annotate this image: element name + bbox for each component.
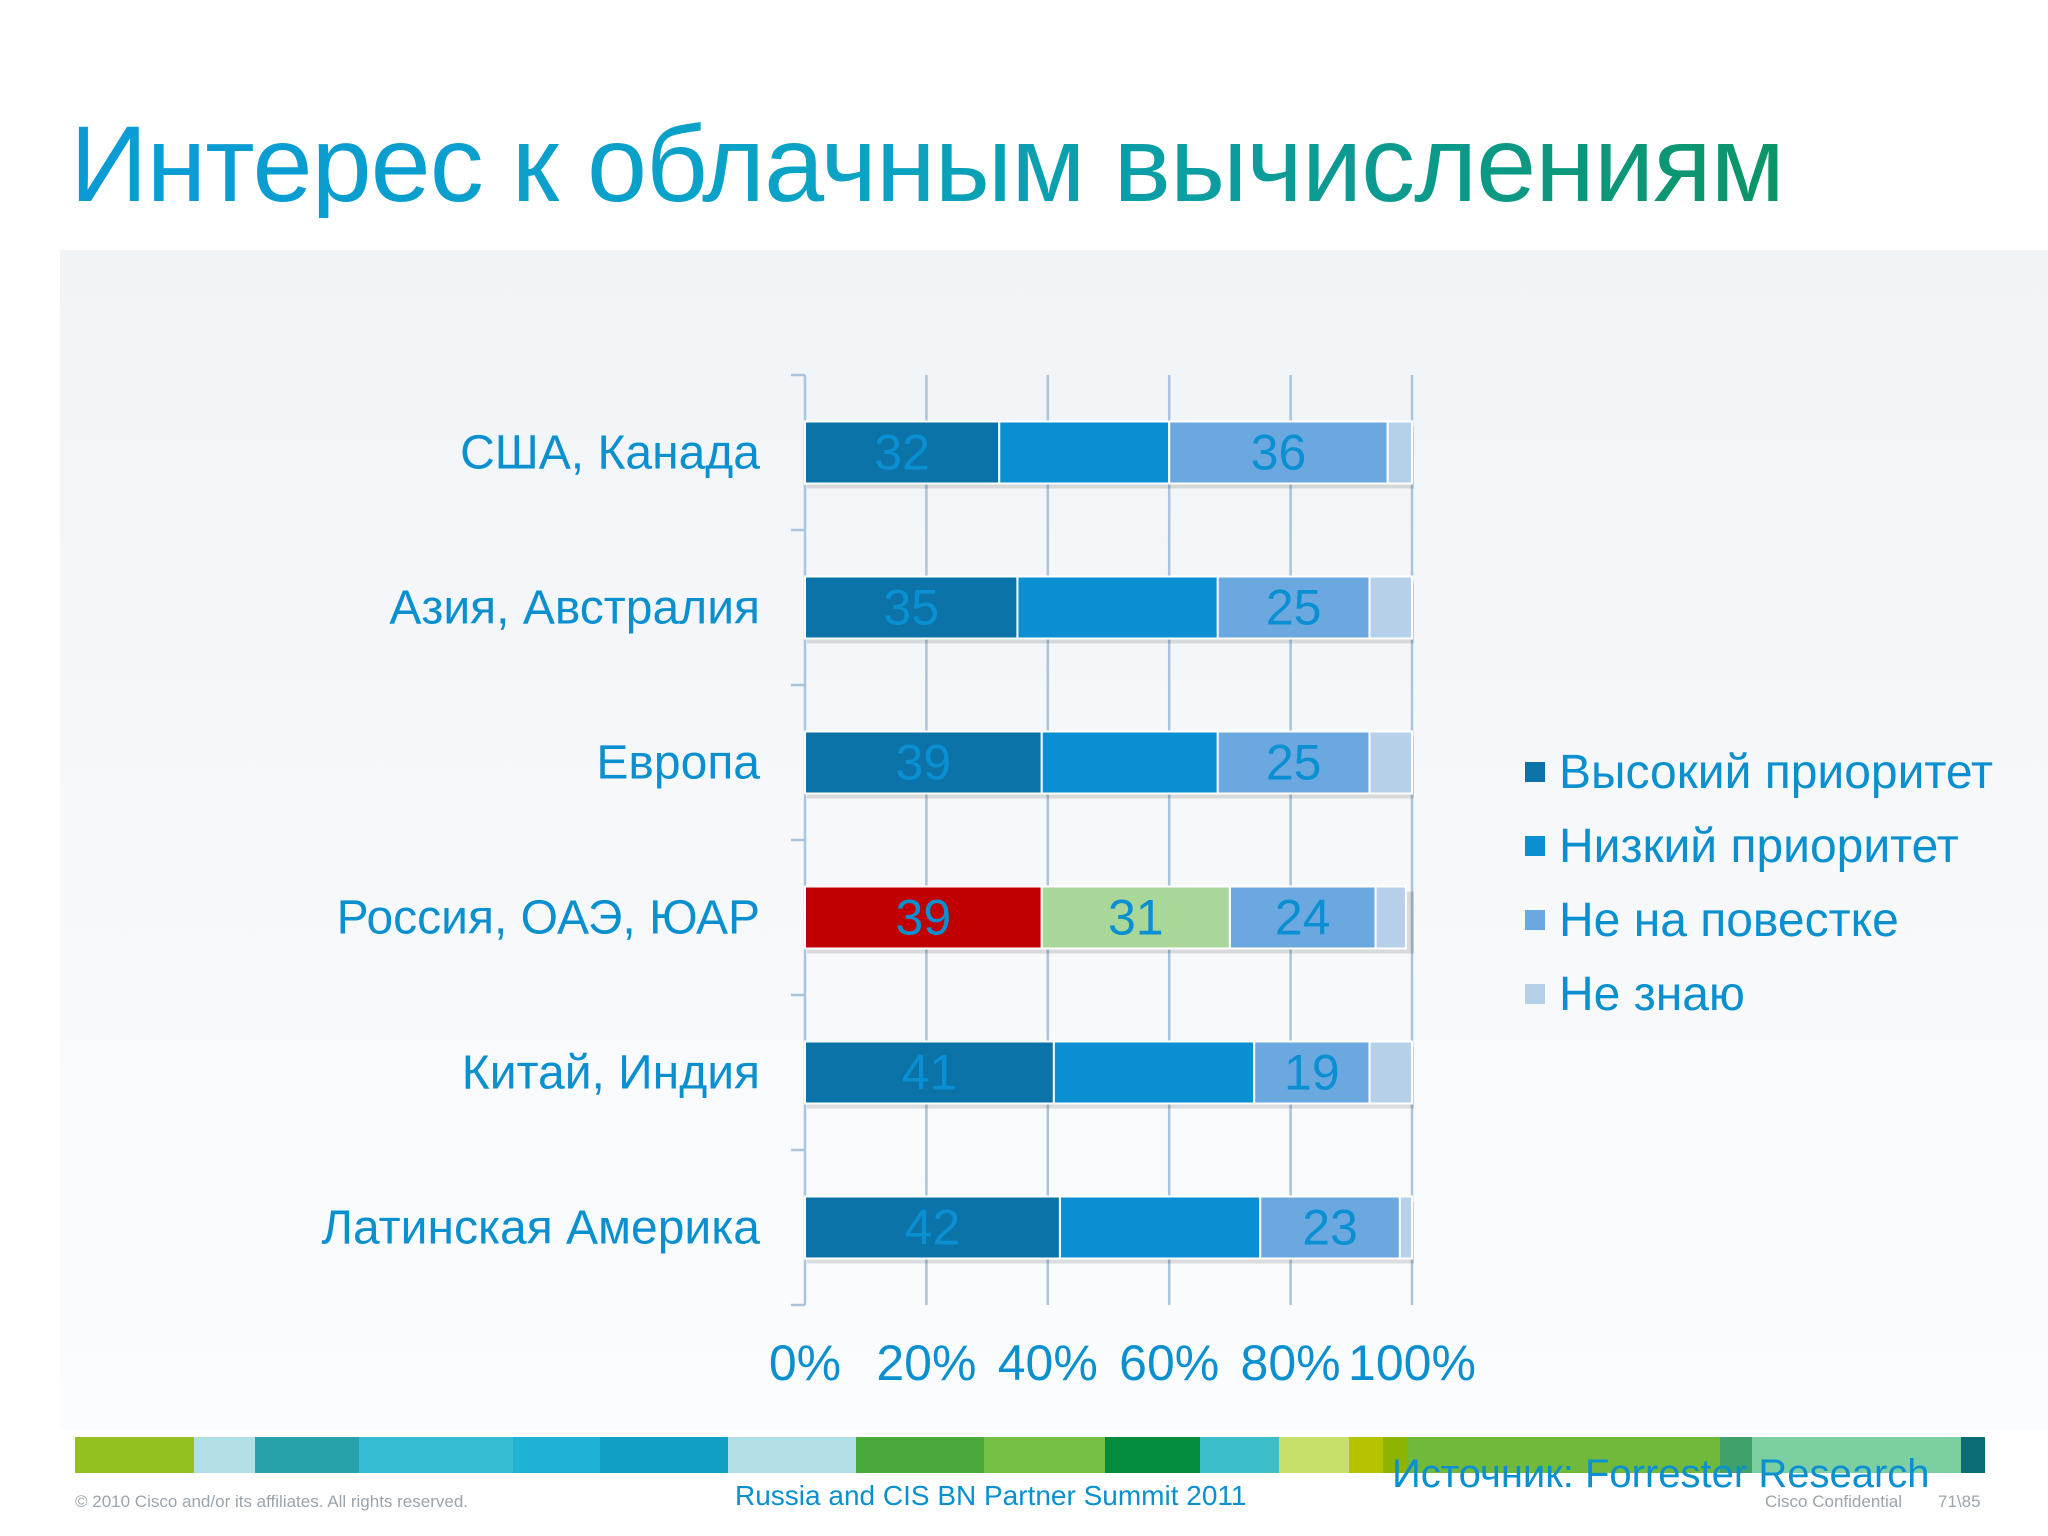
source-note: Источник: Forrester Research bbox=[1392, 1452, 1930, 1496]
data-label: 33 bbox=[1132, 1200, 1188, 1256]
bar-segment bbox=[1374, 885, 1407, 950]
data-label: 31 bbox=[1108, 890, 1164, 946]
bar-segment bbox=[804, 420, 1001, 485]
x-tick-label: 0% bbox=[769, 1335, 841, 1391]
data-label: 25 bbox=[1266, 735, 1322, 791]
legend-label: Низкий приоритет bbox=[1559, 819, 1959, 873]
bar-segment bbox=[998, 420, 1171, 485]
bar-segment bbox=[1040, 885, 1231, 950]
band-segment bbox=[1200, 1437, 1280, 1473]
data-label: 28 bbox=[1056, 425, 1112, 481]
bar-segment bbox=[1368, 1040, 1414, 1105]
page-number: 71\85 bbox=[1938, 1492, 1981, 1511]
legend-item: Не знаю bbox=[1525, 957, 1993, 1031]
data-label: 32 bbox=[874, 425, 930, 481]
bar-segment bbox=[1058, 1195, 1262, 1260]
bar-segment bbox=[1386, 420, 1413, 485]
legend-item: Не на повестке bbox=[1525, 883, 1993, 957]
data-label: 19 bbox=[1284, 1045, 1340, 1101]
band-segment bbox=[1348, 1437, 1383, 1473]
bar-segment bbox=[1368, 730, 1414, 795]
legend-swatch bbox=[1525, 984, 1545, 1004]
data-label: 24 bbox=[1275, 890, 1331, 946]
x-tick-label: 60% bbox=[1119, 1335, 1219, 1391]
band-segment bbox=[855, 1437, 984, 1473]
bar-segment bbox=[1368, 575, 1414, 640]
page-title: Интерес к облачным вычислениям bbox=[70, 103, 1785, 224]
bar-segment bbox=[1398, 1195, 1413, 1260]
legend: Высокий приоритет Низкий приоритет Не на п… bbox=[1525, 735, 1993, 1031]
data-label: 23 bbox=[1302, 1200, 1358, 1256]
band-segment bbox=[1382, 1437, 1407, 1473]
band-segment bbox=[1406, 1437, 1720, 1473]
category-label: Китай, Индия bbox=[462, 1047, 760, 1100]
data-label: 29 bbox=[1102, 735, 1158, 791]
data-label: 42 bbox=[905, 1200, 961, 1256]
category-label: Азия, Австралия bbox=[389, 582, 760, 635]
bar-segment bbox=[1253, 1040, 1371, 1105]
data-label: 39 bbox=[896, 735, 952, 791]
copyright-text: © 2010 Cisco and/or its affiliates. All … bbox=[75, 1492, 469, 1511]
legend-label: Не знаю bbox=[1559, 967, 1745, 1021]
bar-segment bbox=[1168, 420, 1389, 485]
bar-segment bbox=[804, 730, 1043, 795]
legend-swatch bbox=[1525, 762, 1545, 782]
data-label: 33 bbox=[1126, 1045, 1182, 1101]
legend-item: Низкий приоритет bbox=[1525, 809, 1993, 883]
data-label: 36 bbox=[1251, 425, 1307, 481]
category-label: Латинская Америка bbox=[322, 1202, 761, 1255]
x-tick-label: 100% bbox=[1348, 1335, 1476, 1391]
x-tick-label: 20% bbox=[876, 1335, 976, 1391]
x-tick-label: 80% bbox=[1241, 1335, 1341, 1391]
data-label: 41 bbox=[902, 1045, 958, 1101]
bar-segment bbox=[1016, 575, 1219, 640]
legend-swatch bbox=[1525, 910, 1545, 930]
bar-segment bbox=[1052, 1040, 1256, 1105]
category-label: Европа bbox=[596, 737, 760, 790]
band-segment bbox=[1719, 1437, 1753, 1473]
band-segment bbox=[512, 1437, 601, 1473]
band-segment bbox=[75, 1437, 194, 1473]
band-segment bbox=[254, 1437, 359, 1473]
legend-swatch bbox=[1525, 836, 1545, 856]
band-segment bbox=[1279, 1437, 1349, 1473]
x-tick-label: 40% bbox=[998, 1335, 1098, 1391]
category-label: Россия, ОАЭ, ЮАР bbox=[337, 892, 760, 945]
legend-label: Высокий приоритет bbox=[1559, 745, 1993, 799]
band-segment bbox=[1105, 1437, 1201, 1473]
legend-label: Не на повестке bbox=[1559, 893, 1899, 947]
legend-item: Высокий приоритет bbox=[1525, 735, 1993, 809]
event-name: Russia and CIS BN Partner Summit 2011 bbox=[735, 1480, 1247, 1511]
bar-segment bbox=[1216, 730, 1371, 795]
data-label: 35 bbox=[883, 580, 939, 636]
bar-segment bbox=[1040, 730, 1219, 795]
band-segment bbox=[193, 1437, 255, 1473]
confidential-label: Cisco Confidential bbox=[1765, 1492, 1903, 1511]
band-segment bbox=[358, 1437, 513, 1473]
band-segment bbox=[600, 1437, 729, 1473]
band-segment bbox=[1752, 1437, 1962, 1473]
footer-color-band bbox=[75, 1437, 1985, 1473]
band-segment bbox=[728, 1437, 856, 1473]
band-segment bbox=[1961, 1437, 1985, 1473]
bar-segment bbox=[1259, 1195, 1401, 1260]
category-label: США, Канада bbox=[460, 427, 760, 480]
bar-segment bbox=[804, 1195, 1061, 1260]
data-label: 39 bbox=[896, 890, 952, 946]
band-segment bbox=[983, 1437, 1106, 1473]
bar-segment bbox=[804, 1040, 1055, 1105]
data-label: 33 bbox=[1090, 580, 1146, 636]
data-label: 25 bbox=[1266, 580, 1322, 636]
bar-segment bbox=[804, 575, 1019, 640]
